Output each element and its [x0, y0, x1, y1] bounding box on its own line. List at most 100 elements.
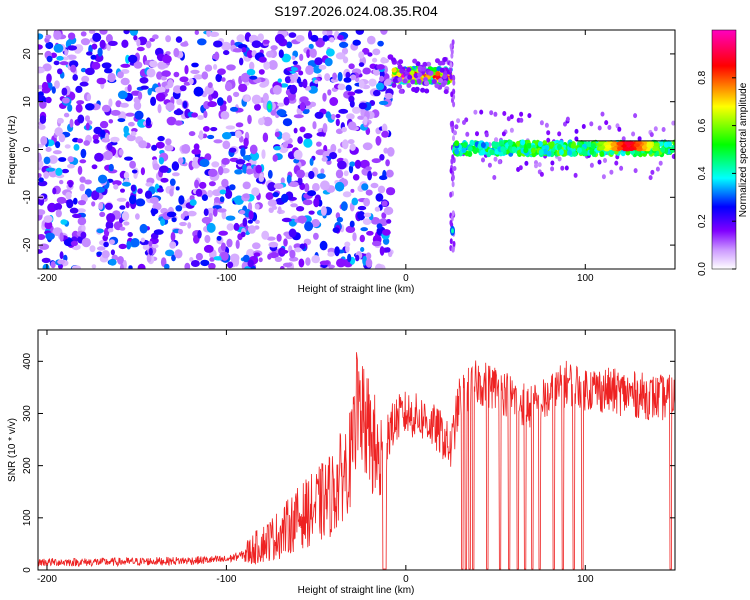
- spectrogram-cell-1770: [589, 121, 594, 127]
- spectrogram-cell-1267: [194, 30, 199, 35]
- spectrogram-cell-109: [261, 149, 266, 160]
- spectrogram-cell-2190: [480, 142, 486, 148]
- spectrogram-cell-1084: [363, 116, 368, 126]
- spectrogram-cell-1845: [484, 132, 489, 138]
- spectrogram-cell-0: [265, 192, 274, 201]
- spectrogram-cell-632: [281, 53, 292, 63]
- spectrogram-cell-220: [178, 195, 185, 205]
- spectrogram-cell-803: [248, 210, 254, 220]
- spectrogram-cell-1711: [450, 48, 454, 55]
- spectrogram-cell-2223: [523, 147, 529, 154]
- spectrogram-cell-79: [215, 73, 223, 83]
- spectrogram-cell-544: [57, 68, 63, 75]
- spectrogram-cell-235: [51, 86, 56, 94]
- spectrogram-cell-1053: [261, 230, 270, 240]
- spectrogram-cell-808: [382, 237, 390, 245]
- spectrogram-cell-2377: [617, 146, 623, 151]
- spectrogram-cell-978: [276, 109, 287, 117]
- spectrogram-cell-1296: [246, 168, 253, 175]
- spectrogram-cell-1006: [279, 265, 285, 269]
- spectrogram-cell-2100: [469, 139, 475, 146]
- spectrogram-cell-750: [169, 188, 174, 197]
- spectrogram-cell-392: [380, 57, 387, 64]
- spectrogram-cell-1688: [449, 62, 453, 69]
- spectrogram-cell-1656: [439, 67, 445, 73]
- spectrogram-cell-1755: [589, 162, 594, 168]
- spectrogram-cell-704: [42, 263, 50, 269]
- spectrogram-cell-277: [329, 97, 339, 106]
- spectrogram-cell-822: [304, 86, 312, 91]
- snr-ytick-label-4: 400: [22, 353, 33, 370]
- spectrogram-cell-860: [99, 120, 109, 129]
- spectrogram-cell-680: [273, 146, 281, 151]
- spectrogram-cell-342: [171, 254, 176, 262]
- spectrogram-cell-1708: [451, 210, 455, 217]
- spectrogram-cell-988: [293, 149, 303, 160]
- spectrogram-cell-1261: [243, 137, 249, 147]
- spectrogram-cell-424: [372, 240, 382, 247]
- spectrogram-cell-155: [222, 140, 231, 150]
- spectrogram-cell-553: [267, 199, 277, 207]
- spectrogram-cell-849: [158, 64, 169, 69]
- spectrogram-cell-694: [213, 208, 218, 217]
- spectrogram-cell-596: [140, 237, 145, 243]
- spectrogram-cell-1104: [84, 179, 92, 185]
- spectrogram-cell-417: [130, 238, 140, 248]
- spectrogram-cell-1810: [648, 175, 653, 181]
- spectrogram-cell-69: [345, 84, 352, 92]
- spectrogram-cell-821: [268, 241, 279, 248]
- spectrogram-cell-937: [58, 133, 66, 143]
- colorbar-label: Normalized spectral amplitude: [738, 82, 749, 217]
- spectrogram-cell-1654: [402, 78, 408, 84]
- spectrogram-cell-159: [217, 68, 226, 75]
- spectrogram-cell-1158: [85, 103, 95, 111]
- spectrogram-cell-771: [38, 124, 46, 130]
- spectrogram-cell-638: [281, 193, 289, 203]
- spectrogram-cell-268: [308, 43, 314, 50]
- spectrogram-cell-1183: [243, 155, 252, 161]
- spectrogram-cell-885: [218, 230, 228, 236]
- spectrogram-cell-997: [299, 243, 306, 250]
- spectrogram-cell-1100: [96, 77, 107, 85]
- spectrogram-cell-1563: [435, 71, 441, 77]
- spectrogram-cell-118: [345, 225, 356, 233]
- spectrogram-cell-1283: [94, 152, 104, 162]
- spectrogram-cell-1034: [335, 113, 341, 119]
- spectrogram-cell-1083: [45, 34, 52, 40]
- spectrogram-cell-630: [180, 42, 189, 47]
- spectrogram-cell-875: [201, 71, 209, 80]
- spectrogram-cell-441: [59, 251, 64, 260]
- spectrogram-cell-933: [376, 223, 383, 229]
- spectrogram-cell-905: [44, 220, 53, 230]
- snr-xtick-label-2: 0: [403, 574, 409, 585]
- spectrogram-cell-176: [175, 36, 183, 43]
- spectrogram-cell-258: [136, 38, 141, 47]
- spectrogram-cell-2237: [454, 148, 460, 155]
- spectrogram-cell-1112: [270, 45, 278, 51]
- spectrogram-cell-524: [67, 32, 76, 40]
- spectrogram-cell-693: [385, 159, 390, 167]
- spectrogram-cell-705: [54, 80, 60, 89]
- spectrogram-cell-1243: [156, 187, 164, 193]
- spectrogram-cell-407: [282, 262, 293, 268]
- spectrogram-cell-215: [73, 144, 80, 151]
- spectrogram-cell-983: [178, 228, 183, 235]
- spectrogram-cell-332: [197, 38, 207, 46]
- spectrogram-cell-767: [128, 265, 133, 269]
- spectrogram-cell-1227: [70, 240, 78, 246]
- spectrogram-cell-450: [99, 30, 108, 35]
- spectrogram-cell-132: [48, 155, 58, 164]
- spectrogram-cell-947: [146, 253, 152, 263]
- spectrogram-cell-757: [208, 181, 216, 187]
- spectrogram-cell-575: [219, 196, 225, 203]
- spectrogram-cell-1318: [319, 260, 330, 266]
- colorbar-tick-label-2: 0.4: [697, 166, 708, 180]
- spectrogram-cell-1137: [365, 166, 372, 171]
- spectrogram-cells: [38, 30, 675, 269]
- spectrogram-cell-250: [45, 147, 52, 152]
- spectrogram-cell-967: [175, 205, 183, 212]
- spectrogram-cell-793: [360, 227, 369, 232]
- spectrogram-cell-586: [157, 104, 162, 114]
- spectrogram-cell-605: [204, 64, 213, 72]
- spectrogram-cell-60: [360, 159, 370, 169]
